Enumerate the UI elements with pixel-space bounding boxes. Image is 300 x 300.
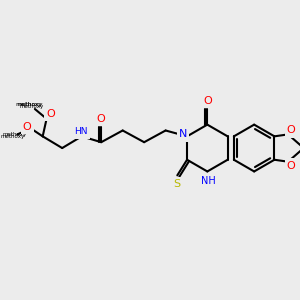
- Text: HN: HN: [74, 128, 89, 138]
- Text: methoxy: methoxy: [2, 132, 26, 137]
- Text: methoxy: methoxy: [0, 134, 25, 139]
- Text: O: O: [46, 109, 55, 119]
- Text: NH: NH: [201, 176, 216, 186]
- Text: O: O: [286, 125, 296, 136]
- Text: methoxy: methoxy: [20, 103, 44, 109]
- Text: N: N: [178, 128, 186, 138]
- Text: O: O: [203, 96, 212, 106]
- Text: O: O: [47, 109, 56, 119]
- Text: methoxy: methoxy: [15, 102, 43, 107]
- Text: O: O: [286, 160, 296, 171]
- Text: HN: HN: [74, 127, 88, 136]
- Text: O: O: [23, 122, 32, 132]
- Text: S: S: [172, 178, 179, 188]
- Text: O: O: [97, 115, 105, 125]
- Text: methoxy: methoxy: [18, 102, 42, 107]
- Text: N: N: [179, 129, 187, 140]
- Text: S: S: [173, 179, 180, 189]
- Text: O: O: [286, 127, 294, 136]
- Text: O: O: [97, 114, 106, 124]
- Text: O: O: [203, 97, 212, 107]
- Text: O: O: [286, 160, 294, 170]
- Text: NH: NH: [202, 176, 217, 186]
- Text: O: O: [24, 121, 32, 130]
